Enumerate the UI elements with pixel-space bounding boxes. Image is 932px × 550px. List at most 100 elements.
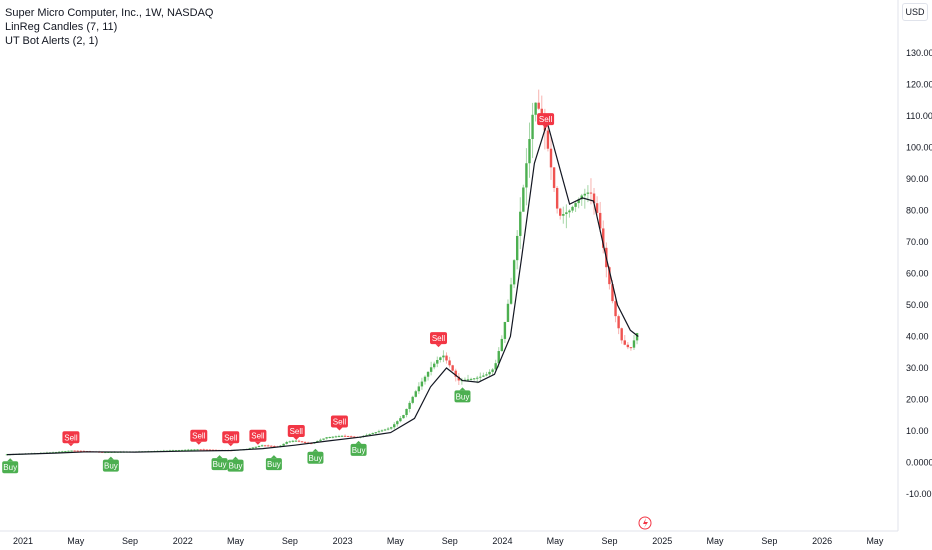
signal-pointer <box>270 455 277 459</box>
candle-body <box>267 445 270 447</box>
buy-signal: Buy <box>211 455 228 471</box>
candle-body <box>297 440 301 442</box>
candle-body <box>273 446 276 448</box>
price-tick-label: 70.00 <box>906 237 929 247</box>
candle-body <box>488 371 491 375</box>
candles-layer <box>5 89 639 456</box>
candle-body <box>423 376 427 382</box>
candle-body <box>583 193 587 196</box>
candle-body <box>260 445 264 447</box>
chart-legend: Super Micro Computer, Inc., 1W, NASDAQ L… <box>5 6 213 48</box>
candle-body <box>316 440 319 443</box>
candle-body <box>5 454 9 456</box>
candle-body <box>205 449 208 451</box>
buy-signal: Buy <box>227 456 244 472</box>
candle-body <box>546 130 550 149</box>
candle-body <box>608 267 611 285</box>
candle-body <box>565 212 568 215</box>
sell-signal: Sell <box>537 113 555 129</box>
signal-pointer <box>7 458 14 462</box>
time-tick-label: May <box>227 536 245 546</box>
price-tick-label: 60.00 <box>906 269 929 279</box>
candle-body <box>248 448 252 450</box>
linreg-line <box>6 120 639 456</box>
candle-body <box>555 187 559 209</box>
indicator-utbot-label: UT Bot Alerts (2, 1) <box>5 35 99 47</box>
price-tick-label: 20.00 <box>906 395 929 405</box>
candle-body <box>506 303 510 322</box>
candle-body <box>389 427 393 429</box>
candle-body <box>193 449 196 451</box>
price-tick-label: 80.00 <box>906 206 929 216</box>
price-tick-label: 40.00 <box>906 332 929 342</box>
candle-body <box>187 449 190 451</box>
signal-label: Buy <box>456 392 470 401</box>
candle-body <box>482 375 485 377</box>
price-tick-label: 50.00 <box>906 300 929 310</box>
time-tick-label: 2026 <box>812 536 832 546</box>
candle-body <box>479 376 482 378</box>
candle-body <box>472 378 476 380</box>
candle-body <box>58 451 61 453</box>
candle-body <box>303 441 307 443</box>
signal-label: Sell <box>251 432 265 441</box>
candle-body <box>623 340 626 345</box>
candle-body <box>436 360 439 364</box>
time-tick-label: 2024 <box>492 536 512 546</box>
signal-label: Buy <box>213 460 227 469</box>
candle-body <box>104 452 107 454</box>
candle-body <box>396 421 399 425</box>
sell-signal: Sell <box>287 425 305 440</box>
event-marker[interactable] <box>638 516 652 530</box>
signal-pointer <box>542 125 549 129</box>
candle-body <box>405 408 408 416</box>
signal-pointer <box>355 440 362 444</box>
time-tick-label: May <box>866 536 884 546</box>
candle-body <box>334 436 338 438</box>
candle-body <box>537 102 540 109</box>
candle-body <box>586 192 590 194</box>
candle-body <box>190 449 193 451</box>
time-tick-label: May <box>706 536 724 546</box>
candle-body <box>380 430 384 432</box>
candle-body <box>386 428 390 430</box>
candle-body <box>466 379 470 381</box>
candle-body <box>454 370 457 377</box>
candle-body <box>177 450 181 452</box>
candle-body <box>433 363 436 368</box>
buy-signal: Buy <box>2 458 19 474</box>
candle-body <box>445 355 448 361</box>
candle-body <box>79 450 82 452</box>
candle-body <box>402 415 405 419</box>
candle-body <box>420 381 424 387</box>
candle-body <box>632 340 636 348</box>
candle-body <box>534 102 537 115</box>
candle-body <box>251 447 255 449</box>
candle-body <box>614 301 617 317</box>
sell-signal: Sell <box>430 332 448 348</box>
price-tick-label: 130.00 <box>906 48 932 58</box>
candle-body <box>491 369 494 372</box>
candle-body <box>497 351 500 364</box>
candle-body <box>282 443 285 446</box>
candle-body <box>469 378 473 380</box>
candle-body <box>411 396 414 403</box>
candle-body <box>626 344 630 348</box>
candle-body <box>340 435 344 437</box>
candle-body <box>319 439 322 441</box>
signal-pointer <box>227 443 234 447</box>
candle-body <box>337 436 341 438</box>
signal-box <box>307 451 324 464</box>
signal-pointer <box>336 427 343 431</box>
candle-body <box>426 371 430 377</box>
currency-button[interactable]: USD <box>902 3 928 21</box>
price-tick-label: 110.00 <box>906 111 932 121</box>
signal-box <box>249 429 267 442</box>
signals-layer: Buy Sell Buy Sell Buy Sell Buy Sell Buy Sell Buy Se… <box>2 113 555 474</box>
time-tick-label: Sep <box>602 536 618 546</box>
signal-box <box>222 431 240 444</box>
buy-signal: Buy <box>102 456 119 472</box>
candle-body <box>263 445 267 447</box>
candle-body <box>503 321 507 339</box>
